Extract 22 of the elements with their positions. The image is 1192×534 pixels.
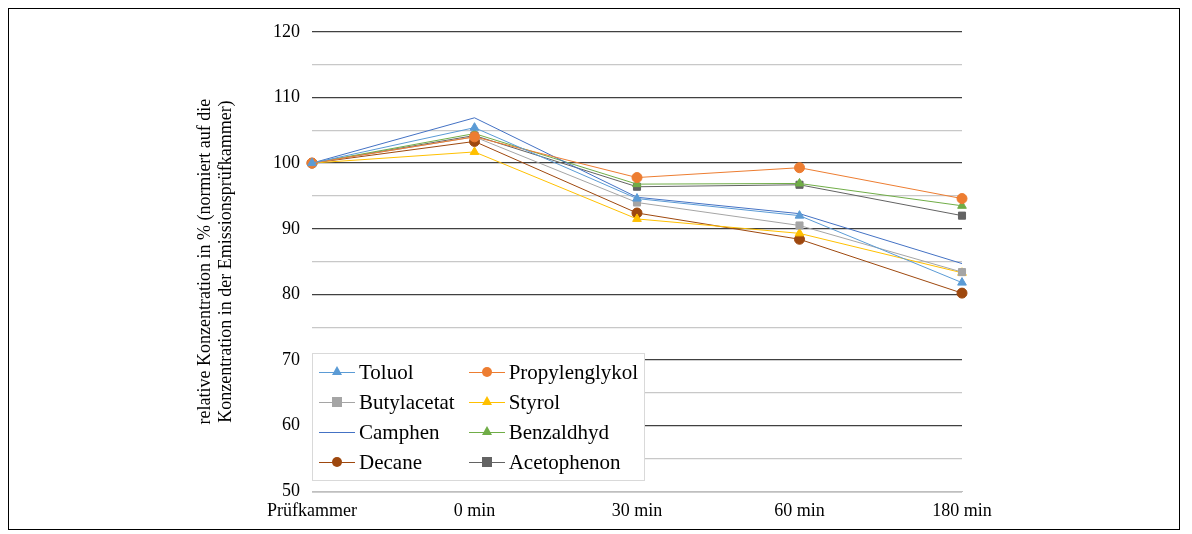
- x-tick-label: 30 min: [611, 499, 663, 520]
- y-tick-label: 110: [273, 86, 300, 107]
- legend-label: Acetophenon: [508, 450, 621, 474]
- legend-label: Propylenglykol: [508, 360, 639, 384]
- x-tick-label: Prüfkammer: [267, 499, 357, 520]
- legend-label: Toluol: [359, 360, 414, 384]
- y-tick-label: 90: [282, 217, 300, 238]
- x-tick-label: 0 min: [453, 499, 496, 520]
- legend-label: Benzaldhyd: [508, 420, 609, 444]
- x-tick-label: 60 min: [774, 499, 825, 520]
- y-tick-label: 50: [282, 480, 300, 501]
- x-tick-label: 180 min: [932, 499, 992, 520]
- legend-label: Decane: [359, 450, 422, 474]
- legend-label: Styrol: [508, 390, 560, 414]
- legend-label: Camphen: [359, 420, 440, 444]
- y-tick-label: 100: [273, 151, 300, 172]
- y-tick-label: 120: [273, 20, 300, 41]
- y-tick-label: 80: [282, 283, 300, 304]
- legend-label: Butylacetat: [359, 390, 455, 414]
- y-axis-title: relative Konzentration in % (normiert auf die Konzentration in der Emissionsprüfkammer): [193, 98, 237, 425]
- y-tick-label: 60: [282, 414, 300, 435]
- y-tick-label: 70: [282, 348, 300, 369]
